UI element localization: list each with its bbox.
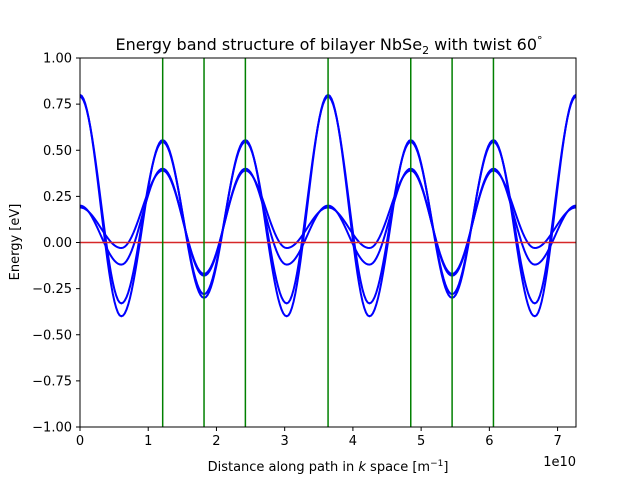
y-tick-label: 0.25	[43, 190, 72, 205]
y-tick-label: 0.00	[43, 236, 72, 251]
x-tick-label: 7	[553, 434, 561, 449]
x-tick-label: 2	[212, 434, 220, 449]
chart-title: Energy band structure of bilayer NbSe2 w…	[115, 34, 542, 57]
x-tick-label: 4	[349, 434, 357, 449]
plot-area	[79, 58, 577, 427]
x-tick-label: 5	[417, 434, 425, 449]
y-tick-label: 0.75	[43, 98, 72, 113]
y-axis-ticks: −1.00 −0.75 −0.50 −0.25 0.00 0.25 0.50 0.75 1.00	[32, 52, 80, 436]
x-axis-ticks: 0 1 2 3 4 5 6 7	[76, 427, 562, 449]
y-tick-label: −0.50	[32, 328, 72, 343]
y-tick-label: −1.00	[32, 421, 72, 436]
y-tick-label: −0.25	[32, 282, 72, 297]
y-axis-label: Energy [eV]	[8, 204, 23, 281]
x-tick-label: 3	[281, 434, 289, 449]
x-offset-text: 1e10	[543, 455, 576, 470]
x-tick-label: 0	[76, 434, 84, 449]
y-tick-label: 0.50	[43, 144, 72, 159]
y-tick-label: 1.00	[43, 52, 72, 67]
x-axis-label: Distance along path in k space [m−1]	[208, 459, 449, 475]
y-tick-label: −0.75	[32, 374, 72, 389]
x-tick-label: 6	[485, 434, 493, 449]
x-tick-label: 1	[144, 434, 152, 449]
